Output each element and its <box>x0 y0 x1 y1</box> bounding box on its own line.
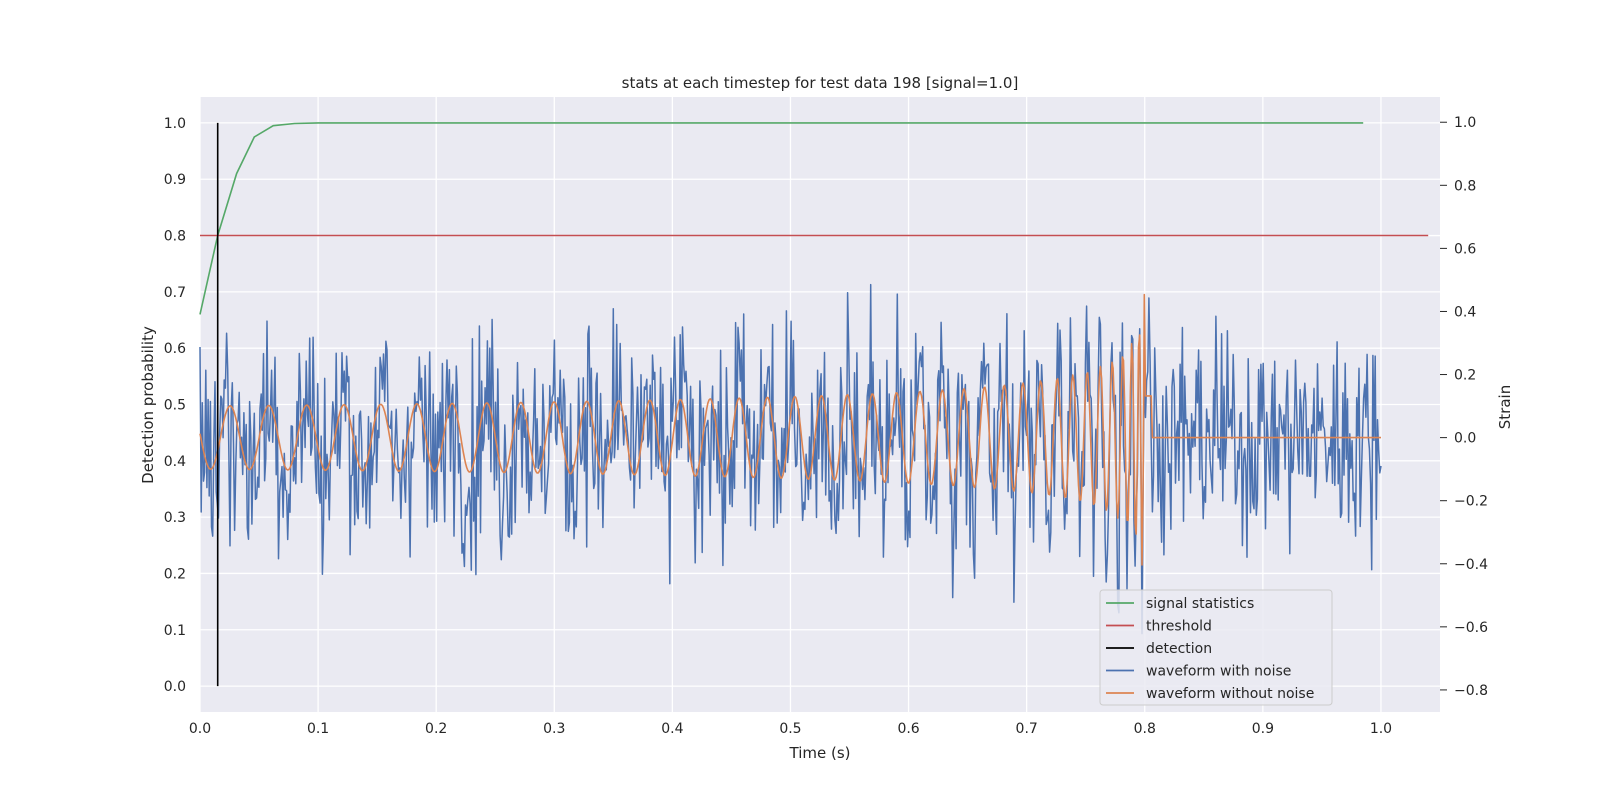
y-left-tick-label: 0.7 <box>164 285 186 301</box>
y-right-tick-label: 0.2 <box>1454 368 1476 384</box>
x-tick-label: 1.0 <box>1370 721 1392 737</box>
series-layer <box>199 122 1429 687</box>
y-right-tick-label: 0.8 <box>1454 178 1476 194</box>
y-left-tick-label: 0.6 <box>164 341 186 357</box>
y-left-tick-label: 0.5 <box>164 398 186 414</box>
y-right-tick-label: −0.6 <box>1454 620 1488 636</box>
y-right-tick-label: 0.0 <box>1454 431 1476 447</box>
x-axis-label: Time (s) <box>789 744 851 762</box>
x-tick-label: 0.1 <box>307 721 329 737</box>
series-waveform-with-noise <box>199 283 1382 635</box>
ticks: 0.0 0.1 0.2 0.3 0.4 0.5 0.6 0.7 0.8 0.9 1.0 0.0 0.1 0… <box>164 115 1488 737</box>
legend: signal statistics threshold detection wavef… <box>1099 589 1333 706</box>
y-left-tick-label: 0.0 <box>164 679 186 695</box>
legend-label: threshold <box>1146 619 1212 635</box>
x-tick-label: 0.7 <box>1016 721 1038 737</box>
x-tick-label: 0.9 <box>1252 721 1274 737</box>
x-tick-label: 0.6 <box>897 721 919 737</box>
x-tick-label: 0.4 <box>661 721 683 737</box>
legend-label: waveform without noise <box>1146 686 1314 702</box>
x-tick-label: 0.3 <box>543 721 565 737</box>
legend-label: signal statistics <box>1146 596 1254 612</box>
y-left-tick-label: 0.4 <box>164 454 186 470</box>
y-right-tick-label: 0.4 <box>1454 304 1476 320</box>
y-left-tick-label: 1.0 <box>164 116 186 132</box>
y-right-tick-label: −0.8 <box>1454 683 1488 699</box>
y-axis-label-right: Strain <box>1496 385 1514 429</box>
y-left-tick-label: 0.3 <box>164 510 186 526</box>
legend-box <box>1099 589 1333 706</box>
legend-label: detection <box>1146 641 1212 657</box>
y-left-tick-label: 0.9 <box>164 172 186 188</box>
series-signal-statistics <box>199 122 1364 315</box>
y-left-tick-label: 0.8 <box>164 229 186 245</box>
y-right-tick-label: 1.0 <box>1454 115 1476 131</box>
x-tick-label: 0.0 <box>189 721 211 737</box>
y-right-tick-label: −0.4 <box>1454 557 1488 573</box>
grid <box>199 97 1440 712</box>
x-tick-label: 0.5 <box>779 721 801 737</box>
y-left-tick-label: 0.1 <box>164 623 186 639</box>
x-tick-label: 0.2 <box>425 721 447 737</box>
legend-label: waveform with noise <box>1146 664 1291 680</box>
y-axis-label-left: Detection probability <box>139 326 157 484</box>
series-waveform-without-noise <box>199 293 1381 566</box>
y-left-tick-label: 0.2 <box>164 566 186 582</box>
x-tick-label: 0.8 <box>1134 721 1156 737</box>
y-right-tick-label: 0.6 <box>1454 241 1476 257</box>
y-right-tick-label: −0.2 <box>1454 494 1488 510</box>
chart-title: stats at each timestep for test data 198… <box>622 74 1019 92</box>
